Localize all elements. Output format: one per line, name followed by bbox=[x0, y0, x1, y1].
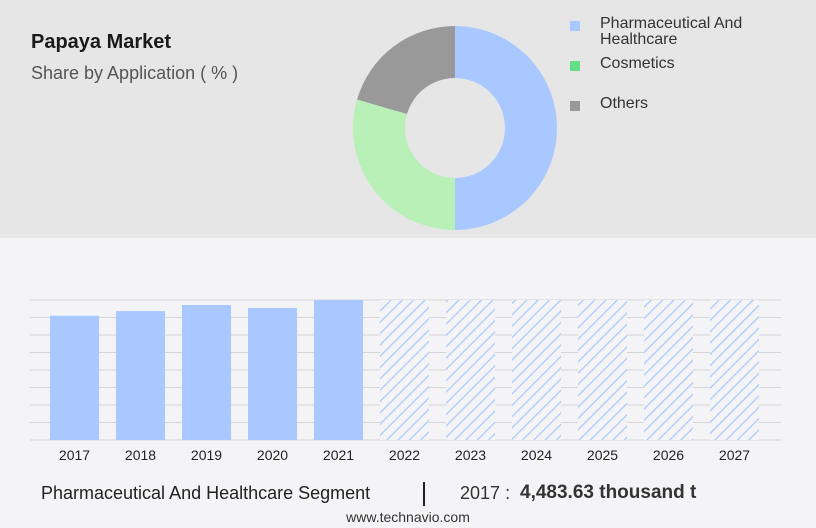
source-credit: www.technavio.com bbox=[346, 509, 470, 525]
donut-slice-pharmaceutical bbox=[455, 26, 557, 230]
forecast-bar-2027 bbox=[710, 300, 759, 440]
x-tick-2024: 2024 bbox=[521, 447, 552, 463]
forecast-bar-2026 bbox=[644, 300, 693, 440]
bar-2021 bbox=[314, 300, 363, 440]
x-tick-2020: 2020 bbox=[257, 447, 288, 463]
x-tick-2026: 2026 bbox=[653, 447, 684, 463]
x-tick-2018: 2018 bbox=[125, 447, 156, 463]
chart-title: Papaya Market bbox=[31, 31, 172, 53]
legend-label-others: Others bbox=[600, 95, 649, 112]
legend-label-cosmetics: Cosmetics bbox=[600, 55, 675, 72]
legend-swatch-others bbox=[570, 101, 580, 111]
bar-2017 bbox=[50, 315, 99, 440]
share-donut-chart bbox=[353, 26, 557, 230]
forecast-bar-2024 bbox=[512, 300, 561, 440]
legend-label-pharmaceutical: Pharmaceutical And Healthcare bbox=[600, 15, 743, 48]
legend-item-cosmetics: Cosmetics bbox=[570, 56, 810, 96]
bar-2018 bbox=[116, 311, 165, 440]
footer-segment-label: Pharmaceutical And Healthcare Segment bbox=[41, 483, 371, 503]
x-tick-2017: 2017 bbox=[59, 447, 90, 463]
x-tick-2019: 2019 bbox=[191, 447, 222, 463]
x-tick-2023: 2023 bbox=[455, 447, 486, 463]
legend-swatch-pharmaceutical bbox=[570, 21, 580, 31]
legend-item-pharmaceutical: Pharmaceutical And Healthcare bbox=[570, 16, 810, 56]
bar-2020 bbox=[248, 308, 297, 440]
chart-subtitle: Share by Application ( % ) bbox=[31, 63, 239, 83]
x-tick-2027: 2027 bbox=[719, 447, 750, 463]
forecast-bar-2023 bbox=[446, 300, 495, 440]
x-tick-2021: 2021 bbox=[323, 447, 354, 463]
footer-year: 2017 : bbox=[460, 483, 511, 503]
footer-value: 4,483.63 thousand t bbox=[520, 482, 697, 503]
x-tick-2022: 2022 bbox=[389, 447, 420, 463]
x-tick-2025: 2025 bbox=[587, 447, 618, 463]
footer-divider bbox=[423, 482, 425, 506]
legend-item-others: Others bbox=[570, 96, 810, 136]
donut-slice-others bbox=[357, 26, 455, 115]
legend-swatch-cosmetics bbox=[570, 61, 580, 71]
bar-2019 bbox=[182, 304, 231, 440]
market-size-bar-chart: 2017 2018 2019 2020 2021 2022 2023 2024 2025 2026… bbox=[30, 299, 781, 463]
forecast-bar-2025 bbox=[578, 300, 627, 440]
forecast-bar-2022 bbox=[380, 300, 429, 440]
donut-slice-cosmetics bbox=[353, 99, 455, 230]
